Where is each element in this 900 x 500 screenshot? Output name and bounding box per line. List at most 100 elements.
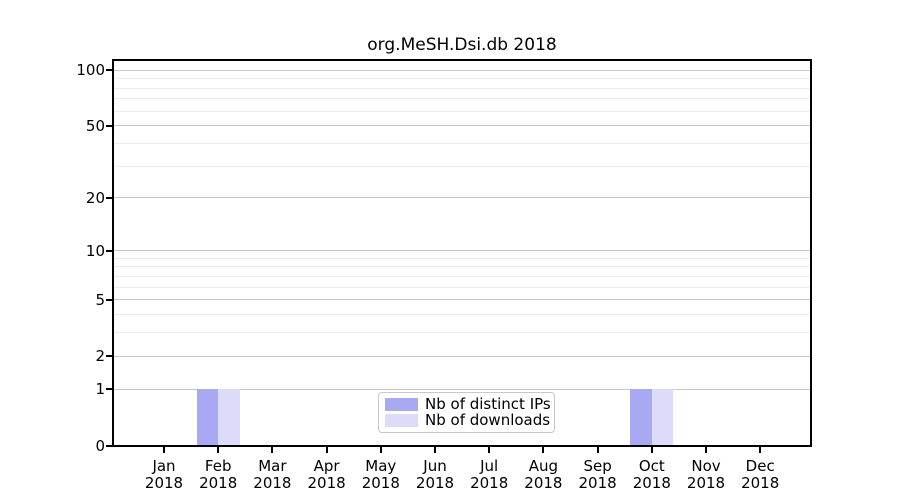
x-tick-month: Aug <box>528 457 559 475</box>
x-tick <box>488 447 491 453</box>
y-gridline-minor <box>114 286 810 288</box>
x-tick <box>542 447 545 453</box>
x-tick-label: May 2018 <box>346 458 416 492</box>
y-tick-label: 2 <box>95 347 105 366</box>
x-tick-year: 2018 <box>632 474 671 492</box>
x-tick-year: 2018 <box>578 474 617 492</box>
y-tick-label: 100 <box>76 61 105 80</box>
y-tick-label: 5 <box>95 290 105 309</box>
x-tick-label: Jun 2018 <box>400 458 470 492</box>
y-tick-label: 1 <box>95 380 105 399</box>
y-gridline-minor <box>114 78 810 80</box>
y-gridline-major <box>114 299 810 301</box>
x-tick-label: Jan 2018 <box>129 458 199 492</box>
x-tick-label: Jul 2018 <box>454 458 524 492</box>
y-gridline-minor <box>114 165 810 167</box>
x-tick-year: 2018 <box>470 474 509 492</box>
y-tick <box>106 355 112 358</box>
y-tick <box>106 249 112 252</box>
spine-bottom <box>112 445 812 447</box>
x-tick-month: Oct <box>638 457 665 475</box>
x-tick-month: Feb <box>204 457 232 475</box>
y-gridline-minor <box>114 98 810 100</box>
y-tick-label: 20 <box>85 188 105 207</box>
x-tick-month: Apr <box>313 457 340 475</box>
x-tick-label: Mar 2018 <box>237 458 307 492</box>
spine-top <box>112 59 812 61</box>
y-tick <box>106 388 112 391</box>
y-gridline-minor <box>114 87 810 89</box>
x-tick-month: Jul <box>480 457 499 475</box>
legend-swatch-downloads <box>385 414 418 427</box>
x-tick-label: Nov 2018 <box>671 458 741 492</box>
x-tick-label: Apr 2018 <box>292 458 362 492</box>
x-tick-label: Oct 2018 <box>617 458 687 492</box>
y-gridline-major <box>114 355 810 357</box>
legend-label-downloads: Nb of downloads <box>425 411 551 429</box>
legend-entry-distinct-ips: Nb of distinct IPs <box>385 395 551 413</box>
y-gridline-minor <box>114 266 810 268</box>
y-tick-label: 10 <box>85 241 105 260</box>
x-tick <box>596 447 599 453</box>
legend-swatch-distinct-ips <box>385 398 418 411</box>
x-tick-month: Jun <box>423 457 447 475</box>
x-tick-year: 2018 <box>307 474 346 492</box>
x-tick-year: 2018 <box>253 474 292 492</box>
x-tick-month: Dec <box>745 457 775 475</box>
y-gridline-major <box>114 388 810 390</box>
x-tick-year: 2018 <box>741 474 780 492</box>
x-tick <box>650 447 653 453</box>
legend-label-distinct-ips: Nb of distinct IPs <box>425 395 551 413</box>
y-gridline-minor <box>114 257 810 259</box>
x-tick-month: Jan <box>152 457 176 475</box>
y-tick <box>106 124 112 127</box>
x-tick-year: 2018 <box>199 474 238 492</box>
x-tick-label: Dec 2018 <box>725 458 795 492</box>
bar-distinct-ips <box>630 388 652 445</box>
y-tick <box>106 298 112 301</box>
x-tick-year: 2018 <box>415 474 455 492</box>
x-tick-label: Sep 2018 <box>563 458 633 492</box>
x-tick <box>379 447 382 453</box>
chart-title: org.MeSH.Dsi.db 2018 <box>367 35 557 55</box>
x-tick-year: 2018 <box>524 474 563 492</box>
legend-entry-downloads: Nb of downloads <box>385 411 551 429</box>
x-tick-label: Aug 2018 <box>508 458 578 492</box>
x-tick <box>434 447 436 453</box>
x-tick-month: Nov <box>691 457 721 475</box>
y-gridline-minor <box>114 314 810 316</box>
x-tick <box>325 447 328 453</box>
y-gridline-major <box>114 69 810 71</box>
y-gridline-minor <box>114 110 810 112</box>
y-tick-label: 0 <box>95 436 105 455</box>
x-tick <box>163 447 165 453</box>
y-tick <box>106 69 112 72</box>
y-tick <box>106 444 112 447</box>
x-tick-year: 2018 <box>144 474 184 492</box>
y-tick-label: 50 <box>85 116 105 135</box>
y-gridline-major <box>114 197 810 199</box>
x-tick <box>271 447 274 453</box>
y-tick <box>106 196 112 199</box>
x-tick-month: May <box>365 457 397 475</box>
legend: Nb of distinct IPs Nb of downloads <box>378 392 555 433</box>
bar-downloads <box>218 388 240 445</box>
y-gridline-major <box>114 250 810 252</box>
spine-left <box>112 59 114 447</box>
x-tick <box>217 447 220 453</box>
x-tick-label: Feb 2018 <box>183 458 253 492</box>
x-tick <box>759 447 762 453</box>
y-gridline-major <box>114 125 810 127</box>
x-tick-month: Mar <box>258 457 287 475</box>
x-tick-year: 2018 <box>686 474 726 492</box>
x-tick-year: 2018 <box>361 474 400 492</box>
y-gridline-minor <box>114 275 810 277</box>
x-tick <box>705 447 707 453</box>
bar-distinct-ips <box>196 388 219 445</box>
bar-downloads <box>651 388 674 445</box>
y-gridline-minor <box>114 332 810 334</box>
x-tick-month: Sep <box>583 457 612 475</box>
spine-right <box>810 59 812 447</box>
y-gridline-minor <box>114 143 810 145</box>
